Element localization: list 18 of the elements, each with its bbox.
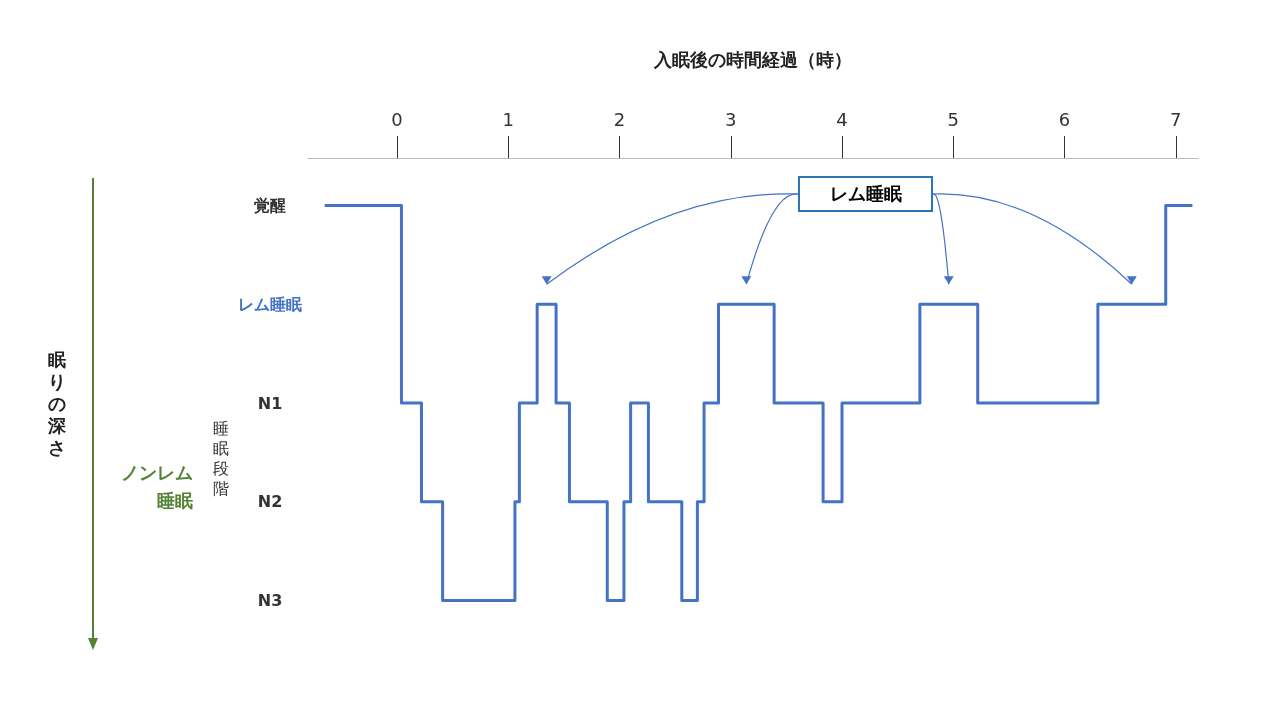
text: N3 <box>257 591 283 611</box>
text: 眠りの深さ <box>47 348 67 458</box>
text: ノンレム睡眠 <box>121 461 193 511</box>
x-tick-label: 5 <box>947 108 959 130</box>
text: N2 <box>257 492 283 512</box>
x-tick-label: 3 <box>725 108 737 130</box>
x-tick-label: 4 <box>836 108 848 130</box>
text: 睡眠段階 <box>213 418 229 498</box>
text: レム睡眠 <box>238 294 302 314</box>
text: 覚醒 <box>254 195 286 215</box>
x-tick-label: 7 <box>1170 108 1182 130</box>
callout-box: レム睡眠 <box>798 176 933 212</box>
text: N1 <box>257 393 283 413</box>
x-tick-label: 1 <box>502 108 514 130</box>
x-tick-label: 2 <box>613 108 626 130</box>
x-tick-label: 6 <box>1058 108 1071 130</box>
x-tick-label: 0 <box>391 108 403 130</box>
x-axis-title: 入眠後の時間経過（時） <box>653 48 852 70</box>
